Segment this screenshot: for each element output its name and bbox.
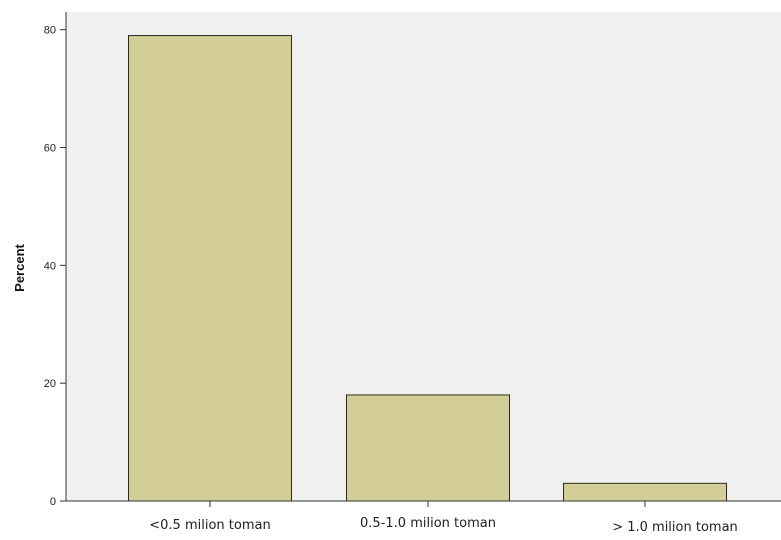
y-tick-label: 60 <box>44 143 56 155</box>
y-ticks-group: 0 20 40 60 80 <box>44 25 66 508</box>
bars-group <box>128 35 727 502</box>
x-tick-label: > 1.0 milion toman <box>612 520 738 535</box>
x-ticks-group: <0.5 milion toman 0.5-1.0 milion toman > 1… <box>149 501 738 535</box>
bar-2 <box>563 482 727 502</box>
x-tick-label: 0.5-1.0 milion toman <box>360 516 496 531</box>
bar-0 <box>128 35 292 502</box>
y-axis-title: Percent <box>12 243 27 291</box>
bar-1 <box>346 394 510 502</box>
y-tick-label: 80 <box>44 25 56 37</box>
y-tick-label: 0 <box>50 496 56 508</box>
y-tick-label: 20 <box>44 378 56 390</box>
y-tick-label: 40 <box>44 260 56 272</box>
x-tick-label: <0.5 milion toman <box>149 518 270 533</box>
